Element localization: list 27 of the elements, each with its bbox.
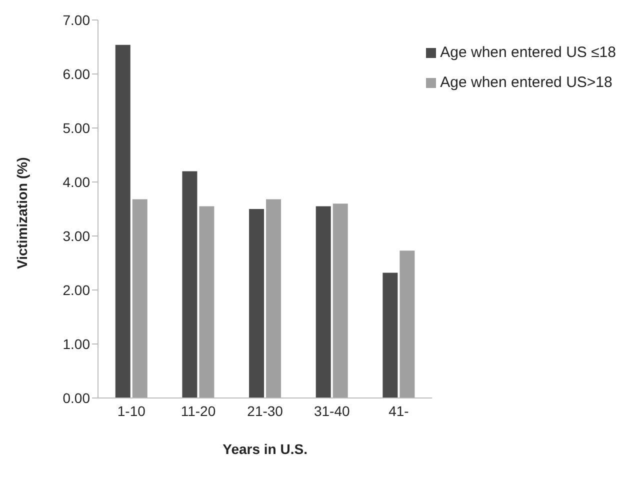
y-tick-label: 1.00: [62, 336, 90, 352]
bar: [400, 250, 415, 398]
x-tick-label: 41-: [388, 402, 410, 419]
x-tick-label: 21-30: [247, 402, 284, 419]
bar: [249, 209, 264, 398]
y-tick-label: 2.00: [62, 282, 90, 298]
bar: [199, 206, 214, 398]
bar: [266, 199, 282, 398]
x-tick-label: 31-40: [314, 402, 350, 419]
bar: [182, 171, 198, 398]
y-tick-label: 6.00: [62, 66, 90, 82]
y-tick-label: 4.00: [62, 174, 90, 190]
y-tick-label: 7.00: [62, 12, 90, 28]
y-tick-label: 5.00: [62, 120, 90, 136]
x-tick-label: 11-20: [180, 402, 216, 419]
y-tick-label: 0.00: [62, 390, 90, 406]
bar: [132, 199, 148, 398]
bar: [382, 272, 398, 398]
y-axis-title: Victimization (%): [14, 157, 30, 269]
bar: [332, 204, 348, 398]
legend-label: Age when entered US>18: [440, 74, 612, 91]
y-tick-label: 3.00: [62, 228, 90, 244]
bar: [115, 44, 130, 398]
x-tick-label: 1-10: [117, 402, 146, 419]
legend-label: Age when entered US ≤18: [440, 44, 616, 61]
x-axis-title: Years in U.S.: [222, 441, 308, 457]
bar: [316, 206, 331, 398]
